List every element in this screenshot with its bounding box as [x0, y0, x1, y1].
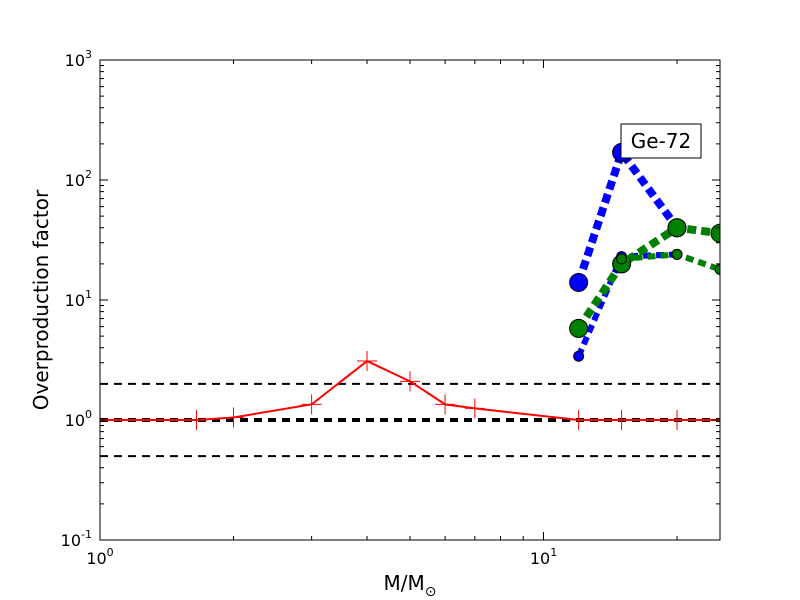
y-tick-label-3-exp: 2 — [85, 168, 92, 181]
series-4-point-1 — [671, 248, 683, 260]
series-1-line — [574, 143, 681, 284]
data-series — [100, 142, 720, 430]
series-3-point-0 — [569, 318, 589, 338]
y-tick-label-2: 101 — [65, 288, 92, 310]
series-4-point-2 — [714, 263, 720, 275]
series-2-point-0 — [573, 350, 585, 362]
series-0 — [100, 351, 720, 430]
y-tick-label-4-exp: 3 — [85, 48, 92, 61]
x-axis-title: M/M⊙ — [384, 571, 437, 600]
x-tick-label-0-base: 10 — [86, 549, 106, 568]
y-tick-label-2-exp: 1 — [85, 288, 92, 301]
legend-box — [620, 123, 702, 159]
x-tick-label-0: 100 — [86, 546, 113, 568]
y-tick-label-1-base: 10 — [65, 411, 85, 430]
series-3-point-2 — [667, 218, 687, 238]
y-tick-label-4-base: 10 — [65, 51, 85, 70]
x-tick-label-1: 101 — [530, 546, 557, 568]
y-tick-label-0: 10-1 — [61, 528, 92, 550]
legend-label: Ge-72 — [631, 129, 691, 153]
y-tick-label-1-exp: 0 — [85, 408, 92, 421]
series-1-point-0 — [569, 272, 589, 292]
x-tick-label-1-exp: 1 — [550, 546, 557, 559]
series-3-line — [575, 223, 720, 331]
series-4-point-0 — [616, 253, 628, 265]
series-3-point-3 — [710, 223, 720, 243]
x-tick-label-0-exp: 0 — [107, 546, 114, 559]
y-tick-label-0-base: 10 — [61, 531, 81, 550]
y-tick-label-2-base: 10 — [65, 291, 85, 310]
legend: Ge-72 — [620, 123, 702, 159]
y-axis-title: Overproduction factor — [29, 189, 53, 410]
y-tick-label-3: 102 — [65, 168, 92, 190]
y-tick-label-0-exp: -1 — [81, 528, 92, 541]
y-tick-label-1: 100 — [65, 408, 92, 430]
series-4 — [616, 248, 720, 275]
y-tick-label-3-base: 10 — [65, 171, 85, 190]
x-axis-title-subscript: ⊙ — [425, 584, 437, 600]
y-tick-label-4: 103 — [65, 48, 92, 70]
x-tick-label-1-base: 10 — [530, 549, 550, 568]
x-axis-title-main: M/M — [384, 571, 425, 595]
